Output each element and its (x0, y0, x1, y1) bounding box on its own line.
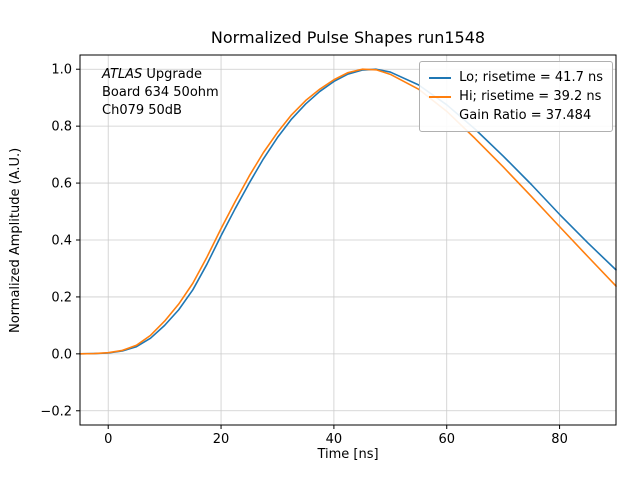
legend: Lo; risetime = 41.7 ns Hi; risetime = 39.… (419, 61, 613, 132)
annotation-line-2: Board 634 50ohm (102, 85, 219, 100)
annotation-block: ATLAS Upgrade Board 634 50ohm Ch079 50dB (102, 66, 219, 120)
legend-entry-1: Hi; risetime = 39.2 ns (429, 87, 603, 106)
y-tick-label: 0.6 (51, 177, 72, 192)
annotation-line-1: ATLAS Upgrade (102, 66, 219, 84)
legend-entry-0: Lo; risetime = 41.7 ns (429, 68, 603, 87)
x-tick-label: 0 (104, 432, 112, 447)
legend-label: Gain Ratio = 37.484 (459, 108, 592, 123)
x-tick-label: 40 (326, 432, 343, 447)
chart-title: Normalized Pulse Shapes run1548 (210, 28, 486, 47)
y-axis-label: Normalized Amplitude (A.U.) (8, 147, 23, 333)
y-tick-label: −0.2 (40, 404, 72, 419)
y-tick-label: 0.0 (51, 347, 72, 362)
legend-label: Hi; risetime = 39.2 ns (459, 89, 602, 104)
x-axis-label: Time [ns] (317, 447, 379, 462)
annotation-line-3: Ch079 50dB (102, 103, 182, 118)
x-tick-label: 80 (551, 432, 568, 447)
x-tick-label: 60 (438, 432, 455, 447)
y-tick-label: 0.4 (51, 234, 72, 249)
legend-line-swatch (429, 95, 452, 98)
y-tick-label: 0.2 (51, 290, 72, 305)
annotation-upgrade: Upgrade (142, 67, 202, 82)
legend-line-swatch (429, 76, 452, 79)
y-tick-label: 0.8 (51, 120, 72, 135)
series-line-1 (79, 68, 617, 355)
y-tick-label: 1.0 (51, 63, 72, 78)
x-tick-label: 20 (213, 432, 230, 447)
annotation-atlas: ATLAS (102, 67, 143, 82)
legend-label: Lo; risetime = 41.7 ns (459, 70, 603, 85)
legend-entry-2: Gain Ratio = 37.484 (429, 106, 603, 125)
